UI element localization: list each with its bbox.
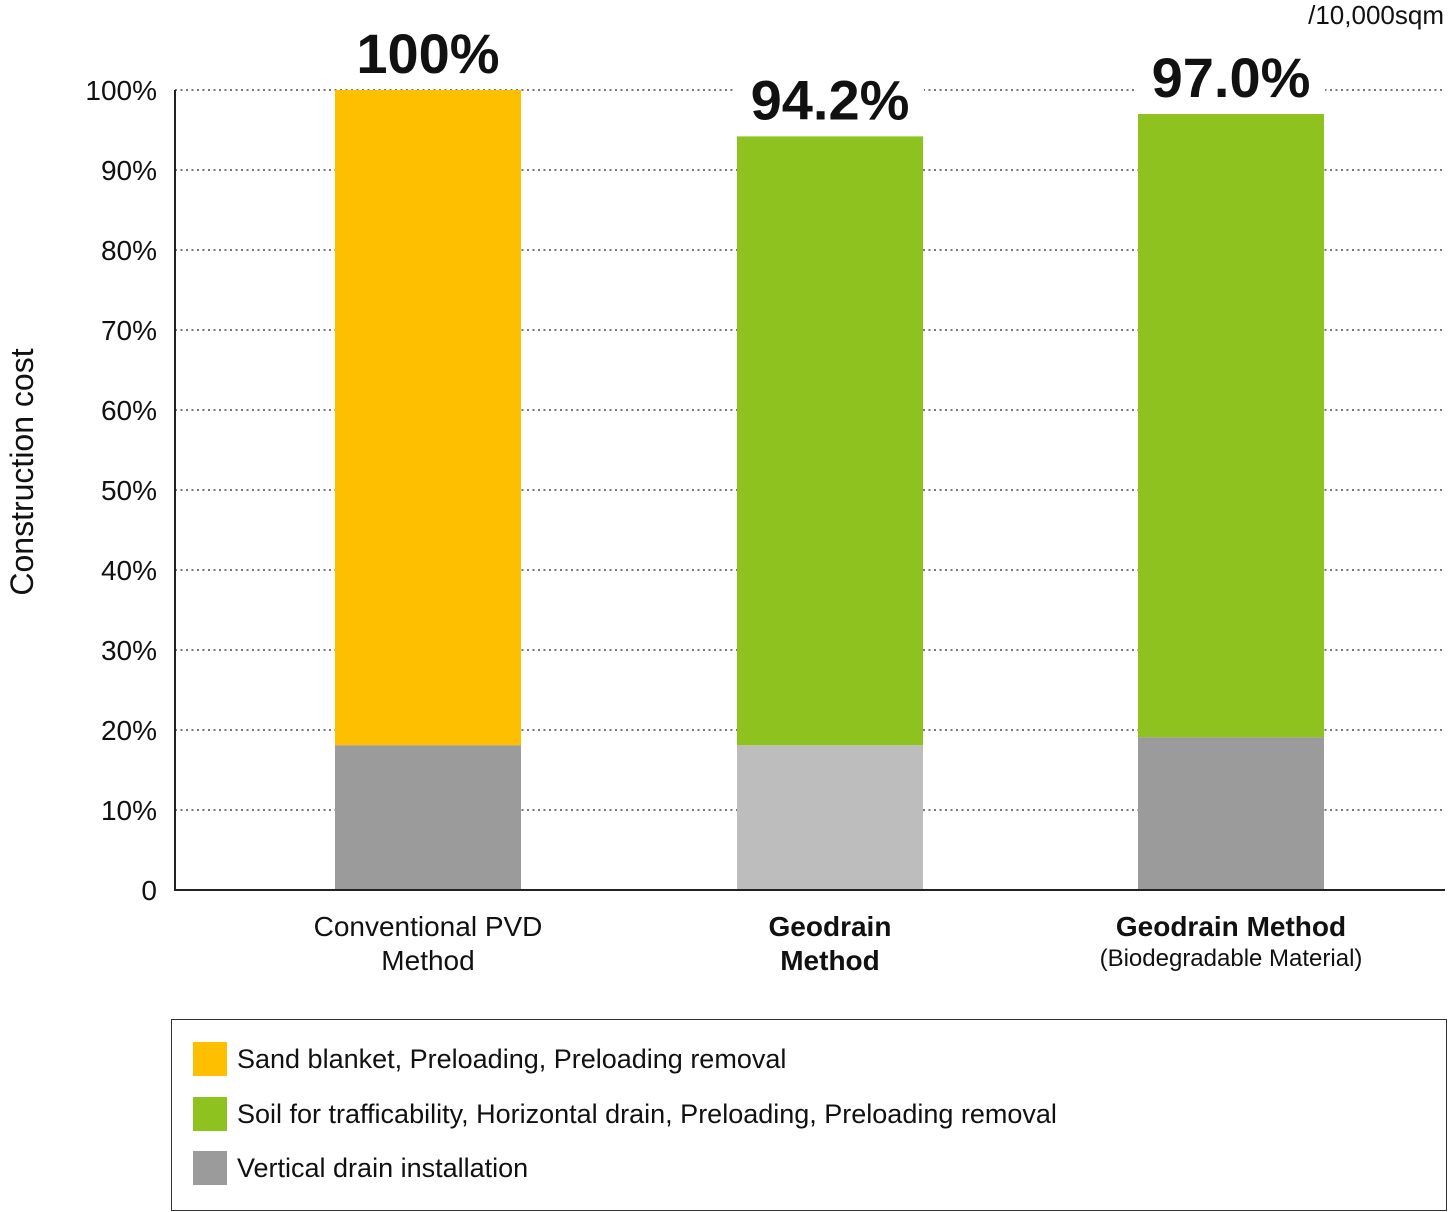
y-tick-label: 90% [101, 155, 157, 186]
legend-swatch-green [193, 1097, 227, 1131]
y-tick-label: 80% [101, 235, 157, 266]
bar-total-label: 100% [356, 22, 499, 85]
legend-item-sand-blanket: Sand blanket, Preloading, Preloading rem… [193, 1042, 786, 1076]
y-tick-labels: 0 10% 20% 30% 40% 50% 60% 70% 80% 90% 100% [85, 75, 157, 906]
category-label-line2: (Biodegradable Material) [1100, 945, 1363, 972]
legend-label: Soil for trafficability, Horizontal drai… [237, 1098, 1057, 1129]
y-tick-label: 30% [101, 635, 157, 666]
bar-segment [1138, 114, 1324, 738]
legend-item-vertical-drain: Vertical drain installation [193, 1151, 528, 1185]
legend: Sand blanket, Preloading, Preloading rem… [171, 1019, 1447, 1211]
x-category-labels: Conventional PVDMethodGeodrainMethodGeod… [314, 911, 1363, 976]
y-tick-label: 70% [101, 315, 157, 346]
bar-segment [335, 90, 521, 746]
bar-segment [737, 745, 923, 890]
value-label-backing [736, 68, 924, 129]
legend-swatch-yellow [193, 1042, 227, 1076]
y-tick-label: 100% [85, 75, 157, 106]
y-tick-label: 10% [101, 795, 157, 826]
bar-segment [737, 136, 923, 746]
value-label-backing [334, 22, 522, 82]
bars [335, 90, 1324, 890]
category-label-line1: Geodrain Method [1116, 911, 1346, 942]
legend-label: Vertical drain installation [237, 1152, 529, 1183]
category-label-line2: Method [381, 945, 474, 976]
bar-total-labels: 100% 94.2% 97.0% [334, 22, 1325, 131]
y-tick-label: 40% [101, 555, 157, 586]
unit-note: /10,000sqm [1308, 0, 1444, 30]
y-tick-label: 20% [101, 715, 157, 746]
legend-item-soil-trafficability: Soil for trafficability, Horizontal drai… [193, 1097, 1057, 1131]
bar-total-label: 94.2% [751, 68, 910, 131]
bar-segment [1138, 737, 1324, 890]
legend-label: Sand blanket, Preloading, Preloading rem… [237, 1043, 787, 1074]
bar-total-label: 97.0% [1152, 46, 1311, 109]
category-label-line1: Geodrain [769, 911, 892, 942]
y-tick-label: 0 [141, 875, 157, 906]
y-tick-label: 50% [101, 475, 157, 506]
y-tick-label: 60% [101, 395, 157, 426]
chart-area: /10,000sqm Construction cost 0 10% 20% 30% 4… [4, 0, 1445, 976]
value-label-backing [1137, 46, 1325, 106]
bar-segment [335, 745, 521, 890]
y-axis-label: Construction cost [4, 348, 40, 595]
legend-swatch-gray [193, 1151, 227, 1185]
category-label-line2: Method [780, 945, 880, 976]
category-label-line1: Conventional PVD [314, 911, 543, 942]
